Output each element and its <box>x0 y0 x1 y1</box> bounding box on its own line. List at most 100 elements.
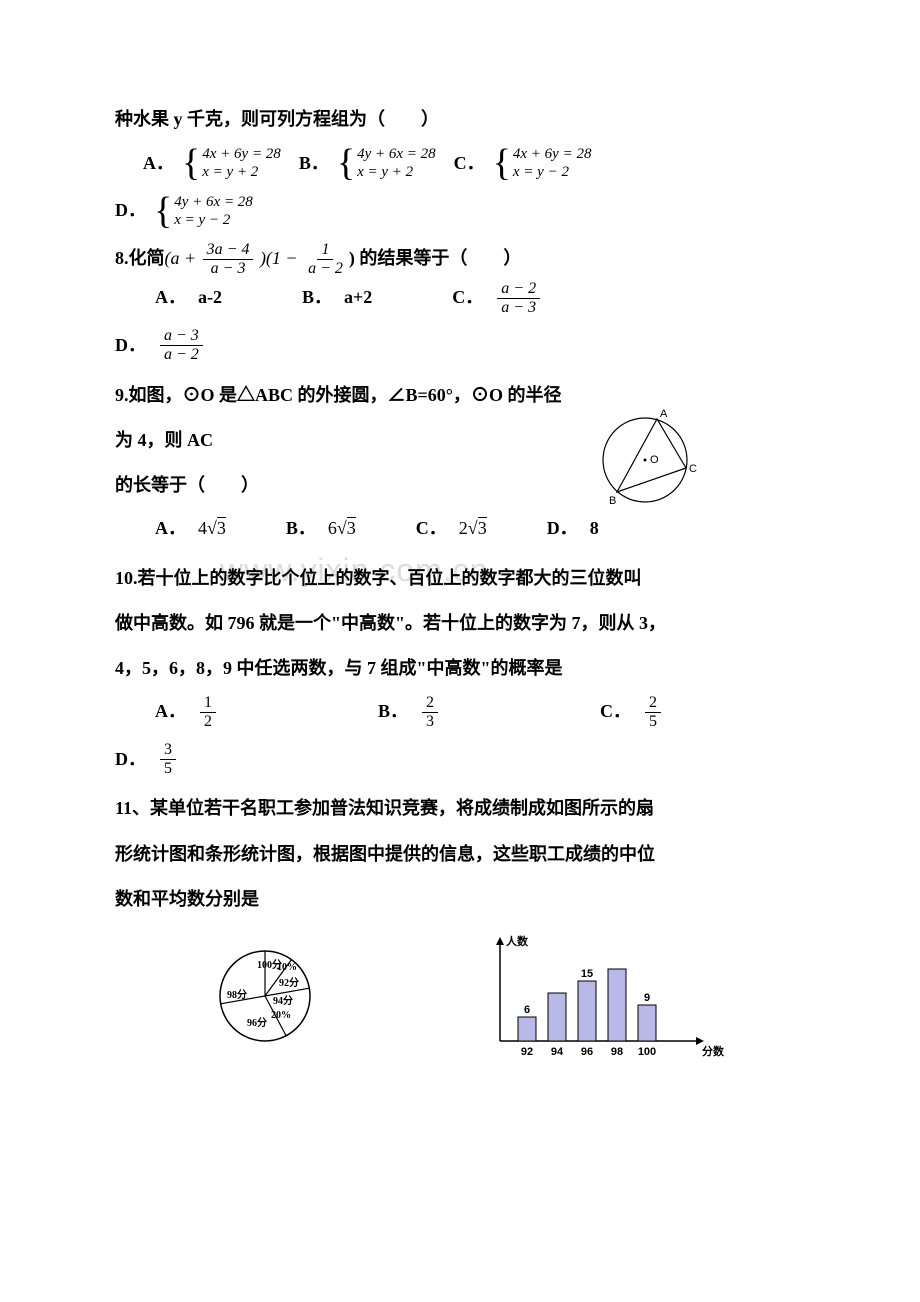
denominator: 5 <box>160 760 176 778</box>
q7-options-row1: A． { 4x + 6y = 28 x = y + 2 B． { 4y + 6x… <box>143 144 805 184</box>
brace-icon: { <box>493 144 511 182</box>
option-label: A． <box>155 278 186 318</box>
q8-option-c: C． a − 2 a − 3 <box>452 278 542 318</box>
option-label: C． <box>452 278 483 318</box>
q9-option-b: B． 6√3 <box>286 509 356 549</box>
q7-stem: 种水果 y 千克，则可列方程组为（ ） <box>115 100 805 140</box>
option-label: A． <box>155 692 186 732</box>
q11-line1: 11、某单位若干名职工参加普法知识竞赛，将成绩制成如图所示的扇 <box>115 787 805 830</box>
svg-text:6: 6 <box>524 1004 530 1016</box>
fraction: 1 a − 2 <box>304 241 347 278</box>
pie-chart: 100分10%92分94分20%96分98分 <box>190 931 360 1061</box>
option-label: B． <box>299 144 329 184</box>
option-value: 4√3 <box>198 509 226 549</box>
svg-text:96: 96 <box>581 1046 593 1058</box>
svg-text:分数: 分数 <box>702 1044 725 1058</box>
q11-line2: 形统计图和条形统计图，根据图中提供的信息，这些职工成绩的中位 <box>115 833 805 876</box>
circle-triangle-diagram: OABC <box>585 400 705 520</box>
svg-text:9: 9 <box>644 992 650 1004</box>
denominator: a − 3 <box>497 299 540 317</box>
equation-system: { 4x + 6y = 28 x = y − 2 <box>493 144 592 182</box>
q7-options-row2: D． { 4y + 6x = 28 x = y − 2 <box>115 191 805 231</box>
eq-line: x = y + 2 <box>357 163 436 181</box>
q8-option-b: B． a+2 <box>302 278 372 318</box>
option-value: a+2 <box>344 278 372 318</box>
eq-line: 4y + 6x = 28 <box>174 193 253 211</box>
svg-text:96分: 96分 <box>247 1016 267 1029</box>
svg-text:98: 98 <box>611 1046 623 1058</box>
numerator: 1 <box>317 241 333 260</box>
svg-text:92分: 92分 <box>279 976 299 989</box>
q9-option-c: C． 2√3 <box>416 509 487 549</box>
brace-icon: { <box>182 144 200 182</box>
fraction: a − 2 a − 3 <box>497 280 540 317</box>
q8-option-d: D． a − 3 a − 2 <box>115 326 205 366</box>
option-label: B． <box>286 509 316 549</box>
q8-options-row1: A． a-2 B． a+2 C． a − 2 a − 3 <box>155 278 805 318</box>
q8-stem: 8.化简 (a + 3a − 4 a − 3 )(1 − 1 a − 2 ) 的… <box>115 239 805 279</box>
fraction: 1 2 <box>200 694 216 731</box>
math-text: )(1 − <box>260 248 298 268</box>
denominator: 5 <box>645 713 661 731</box>
fraction: 3a − 4 a − 3 <box>203 241 254 278</box>
option-value: 6√3 <box>328 509 356 549</box>
q11-line3: 数和平均数分别是 <box>115 878 805 921</box>
eq-line: x = y − 2 <box>174 211 253 229</box>
q10-option-d: D． 3 5 <box>115 740 178 780</box>
q10-options-row2: D． 3 5 <box>115 740 805 780</box>
fraction: 2 3 <box>422 694 438 731</box>
option-label: B． <box>378 692 408 732</box>
equation-system: { 4y + 6x = 28 x = y + 2 <box>337 144 436 182</box>
option-value: 2√3 <box>459 509 487 549</box>
option-label: D． <box>115 740 146 780</box>
svg-text:100: 100 <box>638 1046 656 1058</box>
eq-line: 4x + 6y = 28 <box>202 145 281 163</box>
q9-option-a: A． 4√3 <box>155 509 226 549</box>
svg-text:15: 15 <box>581 968 593 980</box>
bar-chart: 人数分数 92 6 94 96 15 98 100 9 <box>470 931 730 1061</box>
denominator: 3 <box>422 713 438 731</box>
option-label: D． <box>115 326 146 366</box>
q7-option-c: C． { 4x + 6y = 28 x = y − 2 <box>454 144 592 184</box>
option-value: a-2 <box>198 278 222 318</box>
eq-line: 4x + 6y = 28 <box>513 145 592 163</box>
option-label: A． <box>143 144 174 184</box>
brace-icon: { <box>337 144 355 182</box>
charts-row: 100分10%92分94分20%96分98分 人数分数9269496159810… <box>115 931 805 1061</box>
option-label: D． <box>547 509 578 549</box>
option-label: B． <box>302 278 332 318</box>
svg-text:A: A <box>660 408 668 420</box>
option-label: D． <box>115 191 146 231</box>
q10-option-c: C． 2 5 <box>600 692 663 732</box>
q8-suffix: ) 的结果等于（ ） <box>349 239 522 279</box>
numerator: a − 3 <box>160 327 203 346</box>
svg-text:94分: 94分 <box>273 994 293 1007</box>
q7-option-b: B． { 4y + 6x = 28 x = y + 2 <box>299 144 436 184</box>
option-label: C． <box>416 509 447 549</box>
equation-system: { 4y + 6x = 28 x = y − 2 <box>154 192 253 230</box>
brace-icon: { <box>154 192 172 230</box>
math-text: (a + <box>165 248 197 268</box>
denominator: a − 3 <box>207 260 250 278</box>
q9-options: A． 4√3 B． 6√3 C． 2√3 D． 8 <box>155 509 805 549</box>
denominator: a − 2 <box>160 346 203 364</box>
numerator: 1 <box>200 694 216 713</box>
q8-prefix: 8.化简 <box>115 239 165 279</box>
numerator: 2 <box>645 694 661 713</box>
svg-text:人数: 人数 <box>506 934 529 948</box>
q10-option-a: A． 1 2 <box>155 692 218 732</box>
fraction: 3 5 <box>160 741 176 778</box>
q8-options-row2: D． a − 3 a − 2 <box>115 326 805 366</box>
option-label: C． <box>600 692 631 732</box>
option-label: C． <box>454 144 485 184</box>
svg-text:98分: 98分 <box>227 988 247 1001</box>
denominator: 2 <box>200 713 216 731</box>
content: 种水果 y 千克，则可列方程组为（ ） A． { 4x + 6y = 28 x … <box>115 100 805 1061</box>
denominator: a − 2 <box>304 260 347 278</box>
equation-system: { 4x + 6y = 28 x = y + 2 <box>182 144 281 182</box>
fraction: 2 5 <box>645 694 661 731</box>
svg-text:92: 92 <box>521 1046 533 1058</box>
numerator: 2 <box>422 694 438 713</box>
fraction: a − 3 a − 2 <box>160 327 203 364</box>
svg-text:94: 94 <box>551 1046 564 1058</box>
